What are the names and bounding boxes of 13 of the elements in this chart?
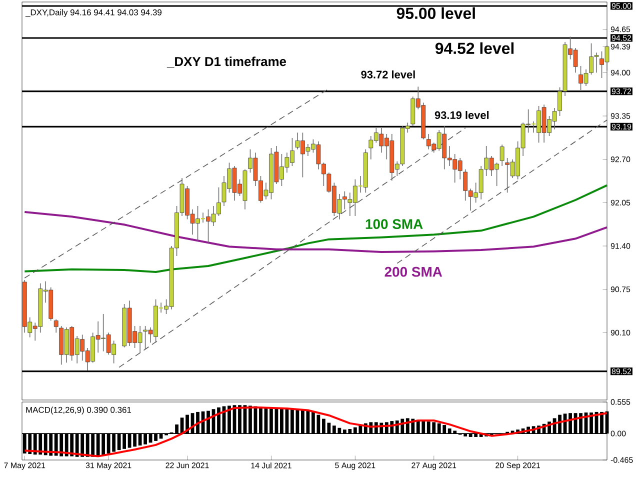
text: MACD(12,26,9) 0.390 0.361 [26,406,132,415]
series-label: 200 SMA [384,266,442,277]
text: _DXY D1 timeframe [166,56,286,68]
candlestick [500,144,504,166]
series-label: 100 SMA [366,219,423,230]
text: _DXY,Daily 94.16 94.41 94.03 94.39 [25,9,162,18]
ref-line-label: 95.00 level [396,7,475,19]
ref-line-label: 94.52 level [435,42,514,54]
line-series [24,406,608,458]
ref-line-label: 93.72 level [361,70,415,78]
line-series [24,210,608,253]
candlestick [54,318,58,334]
ref-line-label: 93.19 level [434,110,489,120]
